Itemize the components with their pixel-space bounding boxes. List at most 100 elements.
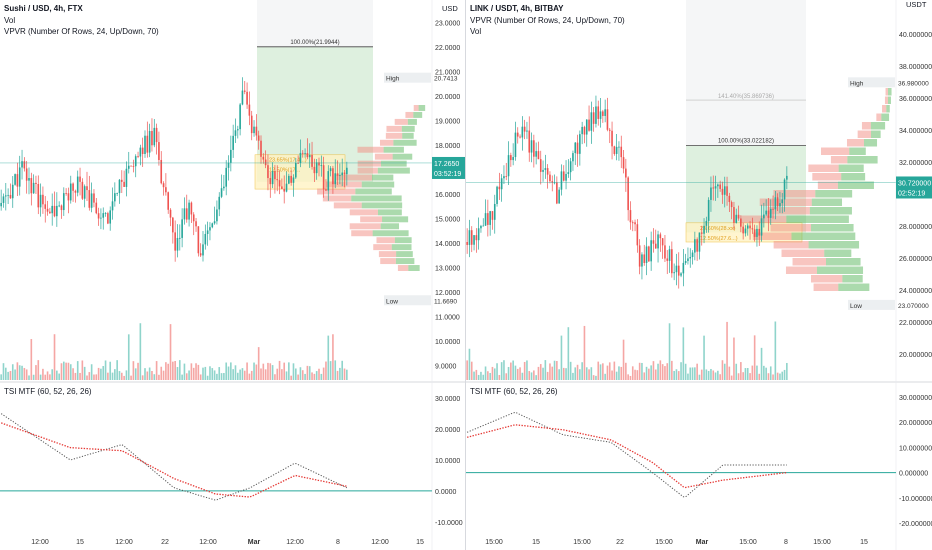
volume-bar <box>567 327 570 380</box>
volume-bar <box>39 374 42 380</box>
volume-bar <box>742 372 744 380</box>
vpvr-up-bar <box>838 283 870 291</box>
candle-body <box>39 194 42 208</box>
vpvr-up-bar <box>888 96 891 104</box>
candle-body <box>744 228 747 234</box>
volume-bar <box>223 373 225 380</box>
candle-body <box>18 167 21 187</box>
volume-bar <box>93 374 95 380</box>
candle-body <box>512 157 514 161</box>
candle-body <box>88 190 91 208</box>
candle-body <box>604 109 606 116</box>
volume-bar <box>638 362 641 380</box>
volume-bar <box>576 364 579 380</box>
candle-body <box>652 240 655 244</box>
candle-body <box>11 184 14 199</box>
candle-body <box>32 182 35 194</box>
volume-bar <box>37 360 40 380</box>
candle-body <box>83 186 86 199</box>
candle-body <box>236 129 239 131</box>
candle-body <box>127 165 130 169</box>
volume-bar <box>772 374 774 380</box>
candle-body <box>253 126 255 134</box>
volume-bar <box>682 327 685 380</box>
volume-bar <box>705 369 708 380</box>
candle-body <box>657 234 659 249</box>
volume-bar <box>109 361 112 380</box>
volume-bar <box>271 365 274 380</box>
candle-body <box>192 214 195 222</box>
volume-bar <box>528 371 531 380</box>
volume-bar <box>58 373 60 380</box>
volume-bar <box>779 373 781 380</box>
candle-body <box>760 218 763 236</box>
high-tag-label: High <box>386 76 400 83</box>
candle-body <box>334 173 337 185</box>
volume-bar <box>146 371 149 380</box>
candle-body <box>767 210 770 218</box>
y-tick-label: 24.000000 <box>899 288 932 295</box>
volume-bar <box>260 368 262 380</box>
candle-body <box>493 203 496 220</box>
vpvr-up-bar <box>810 224 854 232</box>
volume-bar <box>677 371 680 380</box>
candle-body <box>673 272 675 274</box>
volume-bar <box>562 367 565 380</box>
left-chart-panel[interactable]: 100.00%(21.9944) 23.65%(17.4...) 12.50%(17… <box>0 0 466 550</box>
candle-body <box>521 126 524 138</box>
candle-body <box>327 171 330 191</box>
candle-body <box>276 179 279 181</box>
vpvr-up-bar <box>847 156 878 164</box>
left-chart-svg[interactable]: 100.00%(21.9944) 23.65%(17.4...) 12.50%(17… <box>0 0 466 550</box>
volume-bar <box>737 373 740 380</box>
candle-body <box>4 195 7 197</box>
volume-bar <box>746 367 749 380</box>
volume-bar <box>90 364 93 380</box>
volume-bar <box>629 375 632 380</box>
volume-bar <box>618 366 620 380</box>
volume-bar <box>130 375 132 380</box>
volume-bar <box>257 347 260 380</box>
candle-body <box>69 183 72 201</box>
vpvr-down-bar <box>349 223 381 230</box>
candle-body <box>723 186 726 195</box>
vpvr-up-bar <box>811 198 843 206</box>
candle-body <box>746 225 749 229</box>
left-vpvr-label: VPVR (Number Of Rows, 24, Up/Down, 70) <box>4 27 159 36</box>
volume-bar <box>225 362 228 380</box>
candle-body <box>211 223 214 228</box>
volume-bar <box>288 362 290 380</box>
y-tick-label: 10.0000 <box>435 339 460 346</box>
vpvr-up-bar <box>808 241 860 249</box>
vpvr-down-bar <box>333 202 362 209</box>
volume-bar <box>329 361 332 380</box>
volume-bar <box>278 360 281 380</box>
right-chart-svg[interactable]: 100.00%(33.022182) 141.40%(35.869736) 23.6… <box>466 0 932 550</box>
volume-bar <box>556 360 558 380</box>
candle-body <box>174 232 176 251</box>
candle-body <box>671 249 673 274</box>
candle-body <box>514 132 517 158</box>
vpvr-down-bar <box>376 237 395 244</box>
volume-bar <box>753 335 756 380</box>
volume-bar <box>569 361 572 380</box>
vpvr-down-bar <box>773 190 816 198</box>
volume-bar <box>327 335 330 380</box>
volume-bar <box>756 365 758 380</box>
vpvr-down-bar <box>792 258 826 266</box>
volume-bar <box>588 369 590 380</box>
right-axis-unit: USDT <box>906 0 927 9</box>
volume-bar <box>533 370 535 380</box>
volume-bar <box>65 362 67 380</box>
volume-bar <box>641 362 643 380</box>
vpvr-up-bar <box>361 181 395 188</box>
right-chart-panel[interactable]: 100.00%(33.022182) 141.40%(35.869736) 23.6… <box>466 0 932 550</box>
vpvr-up-bar <box>396 251 413 258</box>
candle-body <box>519 136 521 138</box>
vpvr-up-bar <box>408 265 420 271</box>
high-value: 36.980000 <box>898 80 929 87</box>
osc-tick-label: 30.0000 <box>435 396 460 403</box>
x-tick-label: 15 <box>532 539 540 546</box>
volume-bar <box>118 371 121 380</box>
candle-body <box>278 180 281 187</box>
